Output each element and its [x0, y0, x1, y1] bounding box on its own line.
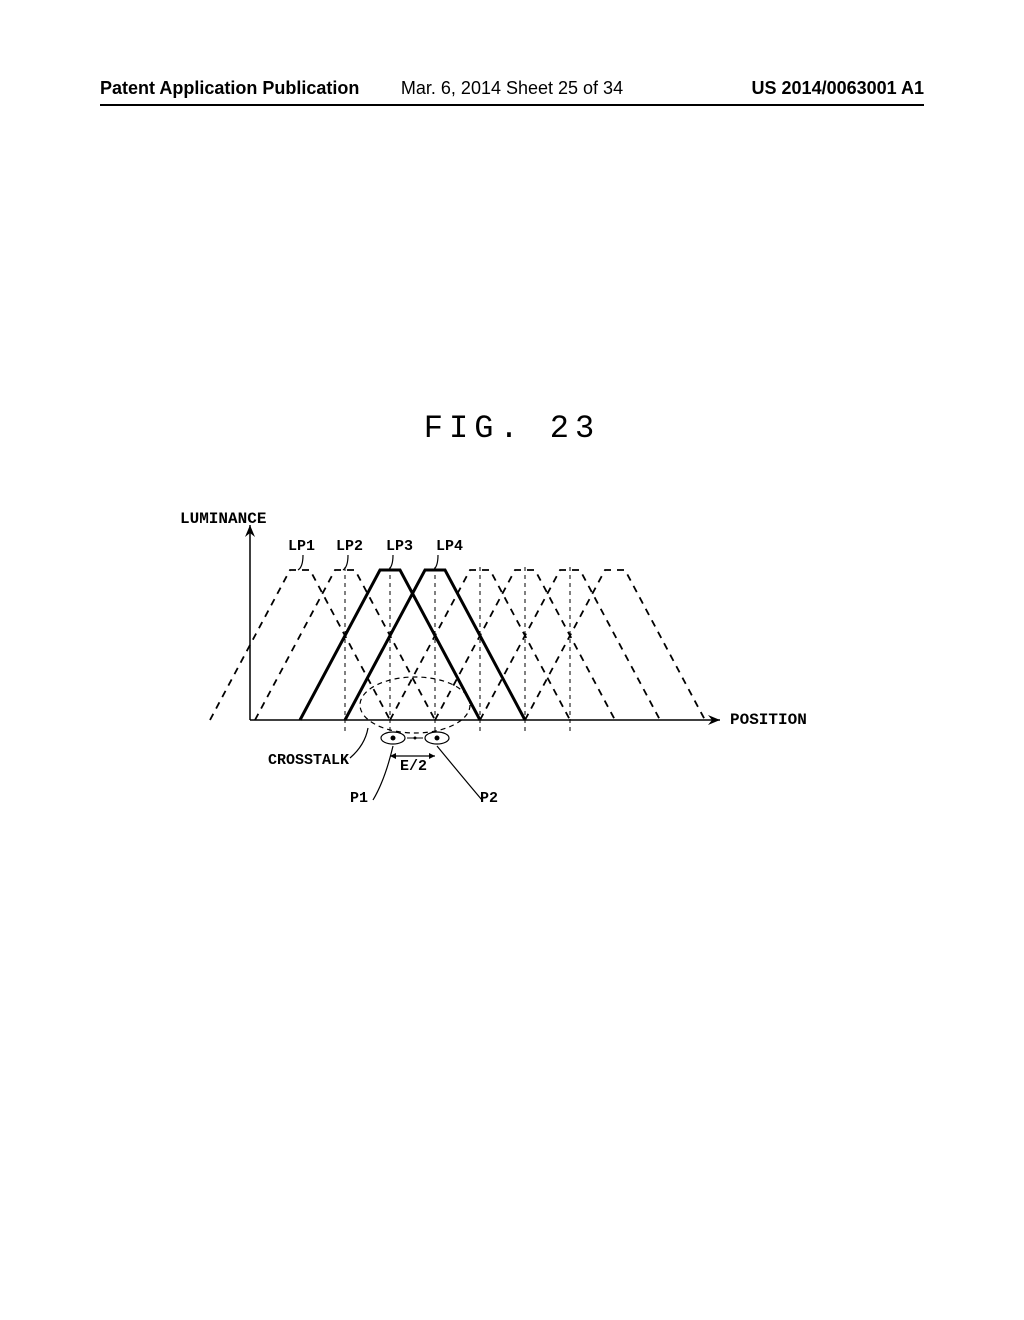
header-divider [100, 104, 924, 106]
luminance-chart: LUMINANCE POSITION LP1 LP2 LP3 LP4 CROSS… [200, 490, 800, 830]
e-half-label: E/2 [400, 758, 427, 775]
y-axis-label: LUMINANCE [180, 510, 266, 528]
header-patent-number: US 2014/0063001 A1 [752, 78, 924, 99]
x-axis-label: POSITION [730, 711, 807, 729]
lp4-label: LP4 [436, 538, 463, 555]
figure-title: FIG. 23 [424, 410, 600, 447]
p2-label: P2 [480, 790, 498, 807]
lp2-label: LP2 [336, 538, 363, 555]
header: Patent Application Publication Mar. 6, 2… [0, 78, 1024, 99]
lp3-label: LP3 [386, 538, 413, 555]
lp1-label: LP1 [288, 538, 315, 555]
header-date-sheet: Mar. 6, 2014 Sheet 25 of 34 [401, 78, 623, 99]
header-publication: Patent Application Publication [100, 78, 359, 99]
crosstalk-label: CROSSTALK [268, 752, 349, 769]
p1-label: P1 [350, 790, 368, 807]
